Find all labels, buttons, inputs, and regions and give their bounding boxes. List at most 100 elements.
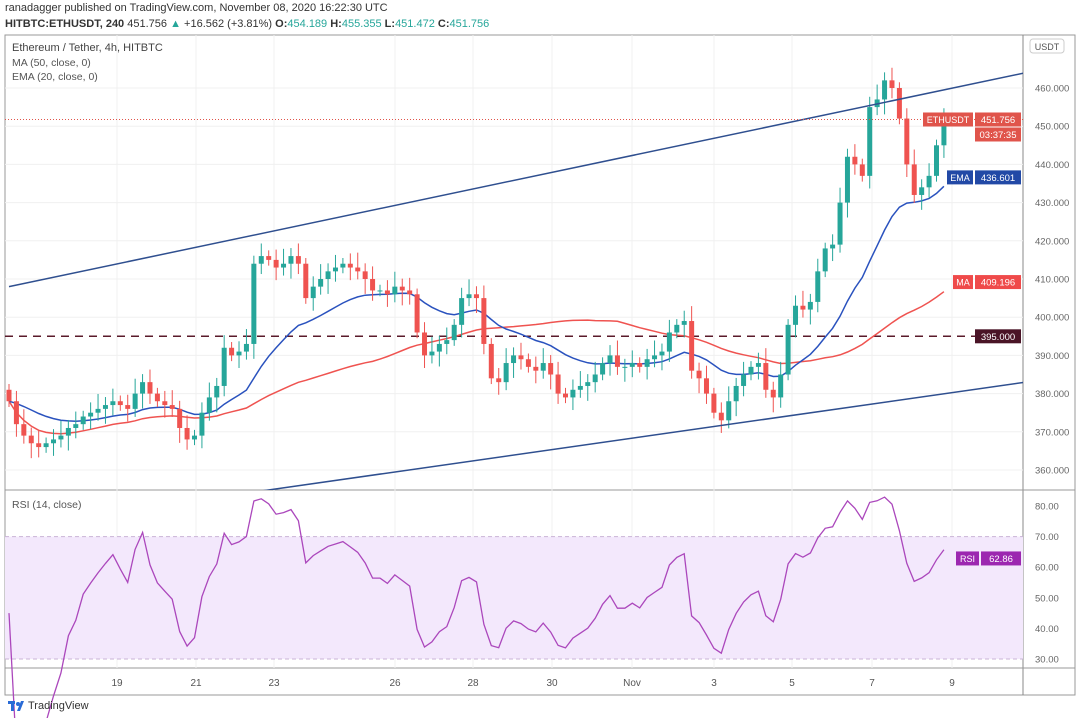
candle-body <box>332 267 338 272</box>
x-tick-label: 30 <box>546 678 558 689</box>
candle-body <box>117 401 123 406</box>
candle-body <box>221 347 227 386</box>
candle-body <box>785 324 791 375</box>
candle-body <box>830 244 836 249</box>
candle-body <box>154 393 160 402</box>
rsi-tick-label: 40.00 <box>1035 624 1059 635</box>
candle-body <box>807 301 813 310</box>
candle-body <box>629 363 635 367</box>
high-label: H: <box>330 18 342 30</box>
candle-body <box>525 359 531 367</box>
candle-body <box>726 401 732 421</box>
candle-body <box>703 378 709 394</box>
candle-body <box>637 363 643 367</box>
close-label: C: <box>437 18 450 30</box>
candle-body <box>711 393 717 413</box>
candle-body <box>859 164 865 176</box>
candle-body <box>58 435 64 440</box>
x-tick-label: 9 <box>949 678 955 689</box>
candle-body <box>95 408 101 413</box>
rsi-label-box <box>981 551 1021 566</box>
candle-body <box>28 435 34 444</box>
candle-body <box>681 321 687 325</box>
candle-body <box>362 271 368 279</box>
y-tick-label: 390.000 <box>1035 351 1069 362</box>
candle-body <box>444 340 450 344</box>
last-price: 451.756 <box>127 18 168 30</box>
candle-body <box>36 443 42 448</box>
candle-body <box>533 366 539 371</box>
change: +16.562 (+3.81%) <box>184 18 273 30</box>
rsi-tick-label: 50.00 <box>1035 593 1059 604</box>
candle-body <box>659 351 665 356</box>
price-label-box <box>975 170 1021 185</box>
candle-body <box>577 385 583 390</box>
candle-body <box>822 248 828 272</box>
candle-body <box>511 355 517 364</box>
candle-body <box>904 118 910 165</box>
countdown-value: 03:37:35 <box>980 130 1017 141</box>
candle-body <box>696 370 702 379</box>
x-tick-label: 28 <box>467 678 479 689</box>
x-tick-label: Nov <box>623 678 641 689</box>
x-tick-label: 5 <box>789 678 795 689</box>
trendline <box>8 72 1023 288</box>
countdown-box <box>975 127 1021 142</box>
candle-body <box>43 443 49 448</box>
price-label-box <box>975 275 1021 290</box>
candle-body <box>600 363 606 375</box>
y-tick-label: 450.000 <box>1035 122 1069 133</box>
candle-body <box>770 389 776 398</box>
candle-body <box>778 374 784 398</box>
rsi-line <box>8 496 945 718</box>
price-label-box <box>975 112 1021 127</box>
chart-title: Ethereum / Tether, 4h, HITBTC <box>12 42 163 54</box>
candle-body <box>911 164 917 195</box>
candle-body <box>21 424 27 436</box>
candle-body <box>88 412 94 417</box>
x-tick-label: 3 <box>711 678 717 689</box>
rsi-band <box>5 536 1023 659</box>
candle-body <box>570 389 576 398</box>
rsi-legend: RSI (14, close) <box>12 499 82 511</box>
symbol: HITBTC:ETHUSDT, 240 <box>5 18 125 30</box>
candle-body <box>102 405 108 409</box>
y-tick-label: 400.000 <box>1035 313 1069 324</box>
y-tick-label: 360.000 <box>1035 466 1069 477</box>
candle-body <box>281 263 287 268</box>
up-arrow-icon: ▲ <box>170 18 181 30</box>
candle-body <box>414 294 420 333</box>
candle-body <box>340 263 346 268</box>
candle-body <box>355 267 361 272</box>
candle-body <box>110 401 116 406</box>
low-value: 451.472 <box>395 18 435 30</box>
candle-body <box>377 290 383 292</box>
rsi-label-name: RSI <box>960 554 975 564</box>
candle-body <box>837 202 843 245</box>
candle-body <box>481 298 487 344</box>
candle-body <box>258 256 264 264</box>
y-tick-label: 380.000 <box>1035 389 1069 400</box>
candle-body <box>132 393 138 409</box>
ema-legend: EMA (20, close, 0) <box>12 71 98 83</box>
candle-body <box>125 405 131 409</box>
candle-body <box>295 256 301 264</box>
candle-body <box>867 107 873 176</box>
candle-body <box>51 439 57 444</box>
candle-body <box>763 363 769 390</box>
trendline <box>263 381 1023 490</box>
price-label-name: ETHUSDT <box>927 115 970 125</box>
candle-body <box>919 187 925 195</box>
candle-body <box>852 156 858 165</box>
candle-body <box>266 256 272 260</box>
candle-body <box>184 427 190 440</box>
candle-body <box>13 401 19 425</box>
price-label-name: MA <box>956 278 970 288</box>
candle-body <box>325 271 331 279</box>
rsi-tick-label: 80.00 <box>1035 502 1059 513</box>
candle-body <box>800 305 806 310</box>
candle-body <box>422 332 428 356</box>
open-label: O: <box>275 18 288 30</box>
candle-body <box>488 343 494 379</box>
